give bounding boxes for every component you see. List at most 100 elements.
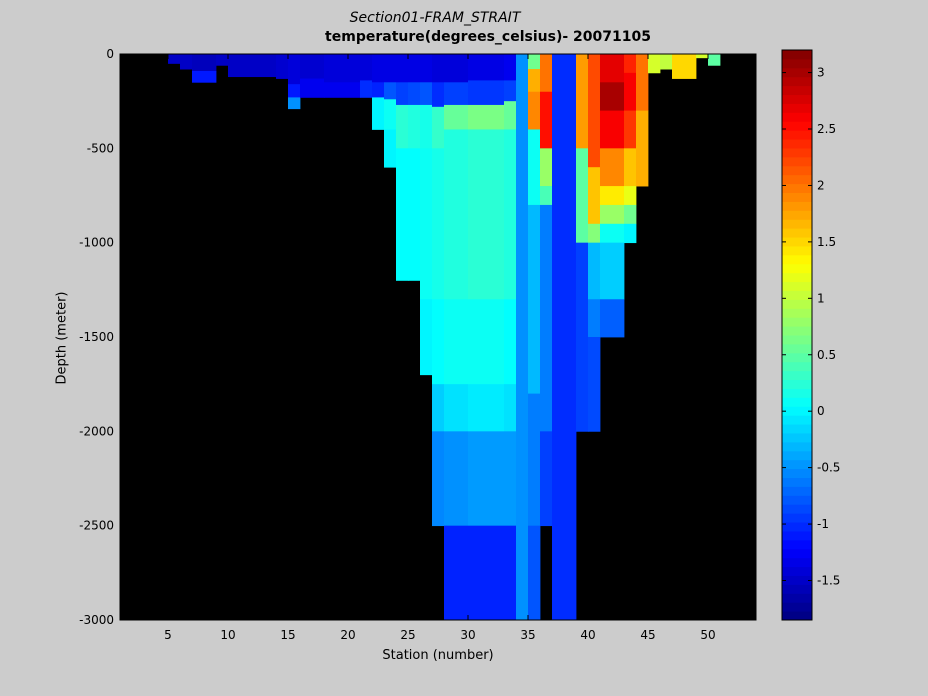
heatmap-cell — [624, 186, 637, 206]
colorbar-swatch — [782, 343, 812, 354]
colorbar-swatch — [782, 210, 812, 220]
heatmap-cell — [504, 101, 517, 130]
heatmap-cell — [408, 54, 421, 83]
heatmap-cell — [504, 54, 517, 81]
y-tick-label: -500 — [87, 141, 114, 155]
colorbar-swatch — [782, 228, 812, 238]
colorbar-swatch — [782, 174, 812, 185]
heatmap-cell — [372, 97, 385, 130]
heatmap-cell — [468, 431, 505, 527]
heatmap-cell — [468, 80, 505, 106]
heatmap-cell — [444, 525, 469, 621]
heatmap-cell — [624, 204, 637, 225]
heatmap-cell — [540, 204, 553, 432]
heatmap-cell — [468, 54, 505, 81]
heatmap-cell — [600, 242, 625, 300]
heatmap-cell — [300, 78, 325, 98]
colorbar-swatch — [782, 156, 812, 167]
colorbar-swatch — [782, 468, 812, 478]
heatmap-cell — [432, 299, 445, 385]
heatmap-cell — [600, 223, 625, 244]
heatmap-cell — [528, 129, 541, 206]
heatmap-cell — [444, 104, 469, 130]
heatmap-cell — [420, 299, 433, 376]
colorbar-swatch — [782, 335, 812, 345]
colorbar-swatch — [782, 379, 812, 389]
x-tick-label: 5 — [164, 628, 172, 642]
colorbar-swatch — [782, 477, 812, 487]
colorbar-swatch — [782, 504, 812, 514]
heatmap-cell — [360, 80, 373, 98]
heatmap-cell — [324, 54, 361, 83]
colorbar-swatch — [782, 450, 812, 461]
colorbar-swatch — [782, 245, 812, 256]
colorbar-swatch — [782, 548, 812, 559]
colorbar-tick-label: 2 — [817, 178, 825, 192]
heatmap-cell — [600, 54, 625, 83]
heatmap-cell — [408, 82, 421, 106]
colorbar-swatch — [782, 415, 812, 425]
y-tick-label: -2000 — [79, 424, 114, 438]
colorbar-swatch — [782, 67, 812, 78]
heatmap-cell — [588, 54, 601, 168]
chart-subtitle: temperature(degrees_celsius)- 20071105 — [325, 29, 651, 45]
heatmap-cell — [444, 299, 469, 385]
heatmap-cell — [180, 54, 193, 70]
x-tick-label: 40 — [580, 628, 595, 642]
heatmap-cell — [288, 97, 301, 110]
heatmap-cell — [600, 148, 625, 187]
heatmap-cell — [600, 299, 625, 338]
heatmap-cell — [708, 54, 721, 66]
colorbar-swatch — [782, 139, 812, 149]
heatmap-cell — [600, 186, 625, 206]
heatmap-cell — [408, 148, 421, 281]
heatmap-cell — [696, 54, 709, 59]
chart-title: Section01-FRAM_STRAIT — [349, 10, 521, 26]
x-tick-label: 30 — [460, 628, 475, 642]
heatmap-cell — [552, 54, 577, 621]
colorbar-swatch — [782, 237, 812, 247]
colorbar-swatch — [782, 566, 812, 576]
heatmap-cell — [300, 54, 325, 79]
heatmap-cell — [540, 148, 553, 187]
heatmap-cell — [432, 82, 445, 108]
colorbar-swatch — [782, 219, 812, 229]
heatmap-cell — [420, 54, 433, 83]
heatmap-cell — [216, 54, 229, 66]
x-tick-label: 15 — [280, 628, 295, 642]
colorbar-swatch — [782, 112, 812, 122]
colorbar-swatch — [782, 183, 812, 193]
heatmap-cell — [444, 54, 469, 83]
heatmap-cell — [660, 54, 673, 70]
y-axis: 0 -500 -1000 -1500 -2000 -2500 -3000 — [79, 47, 756, 627]
heatmap-cell — [624, 110, 637, 149]
colorbar-tick-label: 1.5 — [817, 235, 836, 249]
heatmap-cell — [528, 54, 541, 70]
colorbar-tick-label: 1 — [817, 291, 825, 305]
heatmap-cell — [588, 299, 601, 338]
x-axis-label: Station (number) — [382, 648, 494, 663]
heatmap-cell — [504, 80, 517, 102]
heatmap-cell — [468, 525, 505, 621]
heatmap-cell — [420, 148, 433, 300]
heatmap-cell — [504, 431, 517, 527]
heatmap-cell — [192, 70, 217, 83]
heatmap-cell — [576, 242, 589, 432]
heatmap-cell — [468, 129, 505, 300]
heatmap-cell — [540, 91, 553, 149]
heatmap-cell — [444, 384, 469, 432]
heatmap-cell — [408, 104, 421, 149]
heatmap-cell — [528, 525, 541, 621]
colorbar-swatch — [782, 103, 812, 113]
colorbar-swatch — [782, 495, 812, 505]
colorbar-swatch — [782, 94, 812, 104]
heatmap-cell — [600, 204, 625, 225]
heatmap-cell — [600, 82, 625, 111]
colorbar-frame — [781, 49, 813, 621]
colorbar-tick-label: 0.5 — [817, 348, 836, 362]
heatmap-cell — [444, 129, 469, 300]
heatmap-cell — [468, 299, 505, 385]
heatmap-cell — [288, 84, 301, 98]
heatmap-cell — [384, 54, 397, 83]
